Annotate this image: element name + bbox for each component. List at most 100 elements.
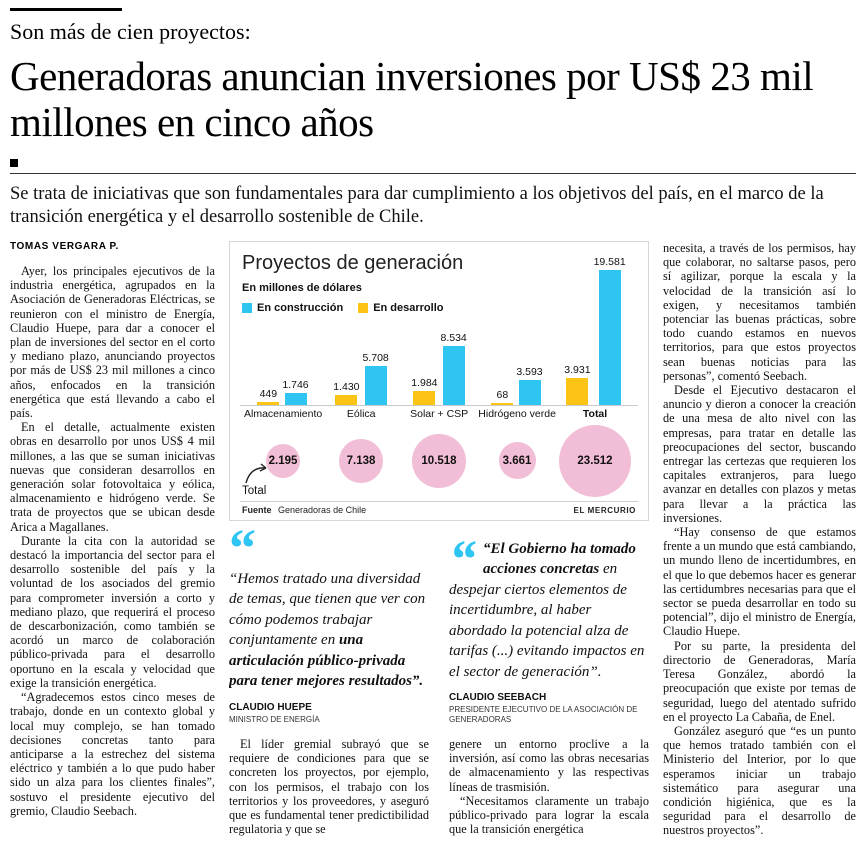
total-arrow-icon bbox=[245, 462, 267, 483]
quote-author: CLAUDIO SEEBACH bbox=[449, 692, 547, 703]
quote-mark-icon: “ bbox=[229, 517, 256, 578]
bubble-cell: 7.138 bbox=[322, 438, 400, 483]
headline-square-mark bbox=[10, 159, 18, 167]
quote-text: ““El Gobierno ha tomado acciones concret… bbox=[449, 532, 649, 683]
total-value: 2.195 bbox=[268, 454, 298, 467]
bar-column: 68 bbox=[491, 389, 514, 405]
paragraph: El líder gremial subrayó que se requiere… bbox=[229, 737, 429, 837]
paragraph: “Hay consenso de que estamos frente a un… bbox=[663, 525, 856, 639]
bar-value-label: 1.746 bbox=[282, 379, 309, 391]
bar-construccion bbox=[518, 380, 541, 405]
totals-bubble-row: Total 2.195 7.138 10.518 3.661 23.512 bbox=[240, 423, 638, 499]
quote-author: CLAUDIO HUEPE bbox=[229, 701, 312, 713]
total-value: 3.661 bbox=[502, 454, 532, 467]
bubble-cell: 10.518 bbox=[400, 433, 478, 488]
bar-desarrollo bbox=[413, 391, 436, 405]
category-label: Solar + CSP bbox=[410, 408, 469, 420]
quote-author-role: PRESIDENTE EJECUTIVO DE LA ASOCIACIÓN DE… bbox=[449, 705, 638, 724]
paragraph: Durante la cita con la autoridad se dest… bbox=[10, 533, 215, 690]
chart-title: Proyectos de generación bbox=[242, 252, 464, 274]
bar-desarrollo bbox=[566, 378, 589, 405]
pull-quote-seebach: ““El Gobierno ha tomado acciones concret… bbox=[449, 532, 649, 726]
pull-quotes: “ “Hemos tratado una diversidad de temas… bbox=[229, 517, 649, 726]
bar-plot: 449 1.746 1.430 5.708 1.984 8.534 68 3.593 3.931… bbox=[240, 254, 638, 406]
bar-group: 1.430 5.708 bbox=[322, 352, 400, 405]
bar-column: 5.708 bbox=[363, 352, 389, 405]
article-body: TOMÁS VERGARA P. Ayer, los principales e… bbox=[10, 241, 856, 861]
bar-construccion bbox=[598, 270, 621, 405]
bar-value-label: 3.931 bbox=[564, 364, 591, 376]
newspaper-credit: EL MERCURIO bbox=[573, 505, 636, 515]
paragraph: González aseguró que “es un punto que he… bbox=[663, 723, 856, 838]
column-middle: Proyectos de generación En millones de d… bbox=[229, 241, 649, 861]
bar-value-label: 1.430 bbox=[333, 381, 360, 393]
bubble-cell: 3.661 bbox=[478, 442, 556, 479]
paragraph: Desde el Ejecutivo destacaron el anuncio… bbox=[663, 383, 856, 525]
bar-column: 1.746 bbox=[282, 379, 309, 405]
legend-label-construccion: En construcción bbox=[257, 302, 344, 314]
bar-value-label: 3.593 bbox=[516, 366, 543, 378]
deck-rule bbox=[10, 173, 856, 174]
category-label: Total bbox=[582, 408, 608, 420]
total-annotation: Total bbox=[242, 462, 272, 497]
top-rule bbox=[10, 8, 122, 11]
bubble-cell: 23.512 bbox=[556, 424, 634, 497]
chart-subtitle: En millones de dólares bbox=[242, 282, 362, 294]
total-bubble: 10.518 bbox=[412, 433, 466, 488]
quote-segment-bold: una articulación público-privada para te… bbox=[229, 632, 424, 689]
headline: Generadoras anuncian inversiones por US$… bbox=[10, 53, 814, 145]
column-right: necesita, a través de los permisos, hay … bbox=[663, 241, 856, 861]
bar-group: 68 3.593 bbox=[478, 366, 556, 405]
source-name: Generadoras de Chile bbox=[278, 504, 367, 515]
bar-column: 449 bbox=[257, 388, 280, 405]
source-label: Fuente bbox=[242, 504, 272, 515]
category-labels: Almacenamiento Eólica Solar + CSP Hidrógeno… bbox=[240, 406, 638, 421]
bubble-cell: 2.195 bbox=[244, 443, 322, 478]
paragraph: En el detalle, actualmente existen obras… bbox=[10, 420, 215, 534]
paragraph: “Agradecemos estos cinco meses de trabaj… bbox=[10, 690, 215, 818]
legend-swatch-desarrollo-icon bbox=[358, 303, 369, 313]
bar-value-label: 5.708 bbox=[362, 352, 389, 364]
chart-source: Fuente Generadoras de Chile bbox=[242, 505, 366, 515]
quote-segment: en despejar ciertos elementos de incerti… bbox=[449, 561, 645, 680]
bar-desarrollo bbox=[257, 402, 280, 405]
column-mid-right: genere un entorno proclive a la inversió… bbox=[449, 737, 649, 836]
bar-construccion bbox=[442, 346, 465, 405]
chart-head: Proyectos de generación En millones de d… bbox=[242, 252, 463, 314]
bar-column: 3.931 bbox=[564, 364, 591, 405]
bar-value-label: 19.581 bbox=[593, 256, 626, 268]
chart-footer: Fuente Generadoras de Chile EL MERCURIO bbox=[240, 500, 638, 516]
legend-swatch-construccion-icon bbox=[242, 303, 252, 313]
bar-column: 8.534 bbox=[441, 332, 467, 405]
paragraph: genere un entorno proclive a la inversió… bbox=[449, 737, 649, 794]
quote-segment: “Hemos tratado una diversidad de temas, … bbox=[229, 570, 426, 649]
bar-desarrollo bbox=[335, 395, 358, 405]
column-mid-left: El líder gremial subrayó que se requiere… bbox=[229, 737, 429, 836]
total-bubble: 2.195 bbox=[266, 443, 300, 478]
bar-value-label: 449 bbox=[259, 388, 278, 400]
bar-group: 1.984 8.534 bbox=[400, 332, 478, 405]
generation-projects-chart: Proyectos de generación En millones de d… bbox=[229, 241, 649, 521]
bar-value-label: 68 bbox=[496, 389, 509, 401]
bar-column: 3.593 bbox=[516, 366, 543, 405]
bar-construccion bbox=[364, 366, 387, 405]
total-value: 23.512 bbox=[577, 454, 613, 467]
total-bubble: 3.661 bbox=[498, 442, 536, 479]
bar-construccion bbox=[284, 393, 307, 405]
paragraph: Ayer, los principales ejecutivos de la i… bbox=[10, 264, 215, 421]
pull-quote-huepe: “ “Hemos tratado una diversidad de temas… bbox=[229, 517, 429, 726]
total-annotation-label: Total bbox=[242, 484, 267, 497]
legend-label-desarrollo: En desarrollo bbox=[373, 302, 444, 314]
category-label: Eólica bbox=[346, 408, 376, 420]
total-bubble: 23.512 bbox=[559, 424, 631, 497]
total-value: 7.138 bbox=[346, 454, 376, 467]
chart-legend: En construcción En desarrollo bbox=[242, 302, 463, 314]
column-left: TOMÁS VERGARA P. Ayer, los principales e… bbox=[10, 241, 215, 861]
deck: Se trata de iniciativas que son fundamen… bbox=[10, 184, 824, 227]
paragraph: necesita, a través de los permisos, hay … bbox=[663, 241, 856, 383]
bar-column: 19.581 bbox=[594, 256, 626, 405]
bar-group: 3.931 19.581 bbox=[556, 256, 634, 405]
paragraph: “Necesitamos claramente un trabajo públi… bbox=[449, 793, 649, 837]
bar-column: 1.984 bbox=[411, 377, 438, 405]
